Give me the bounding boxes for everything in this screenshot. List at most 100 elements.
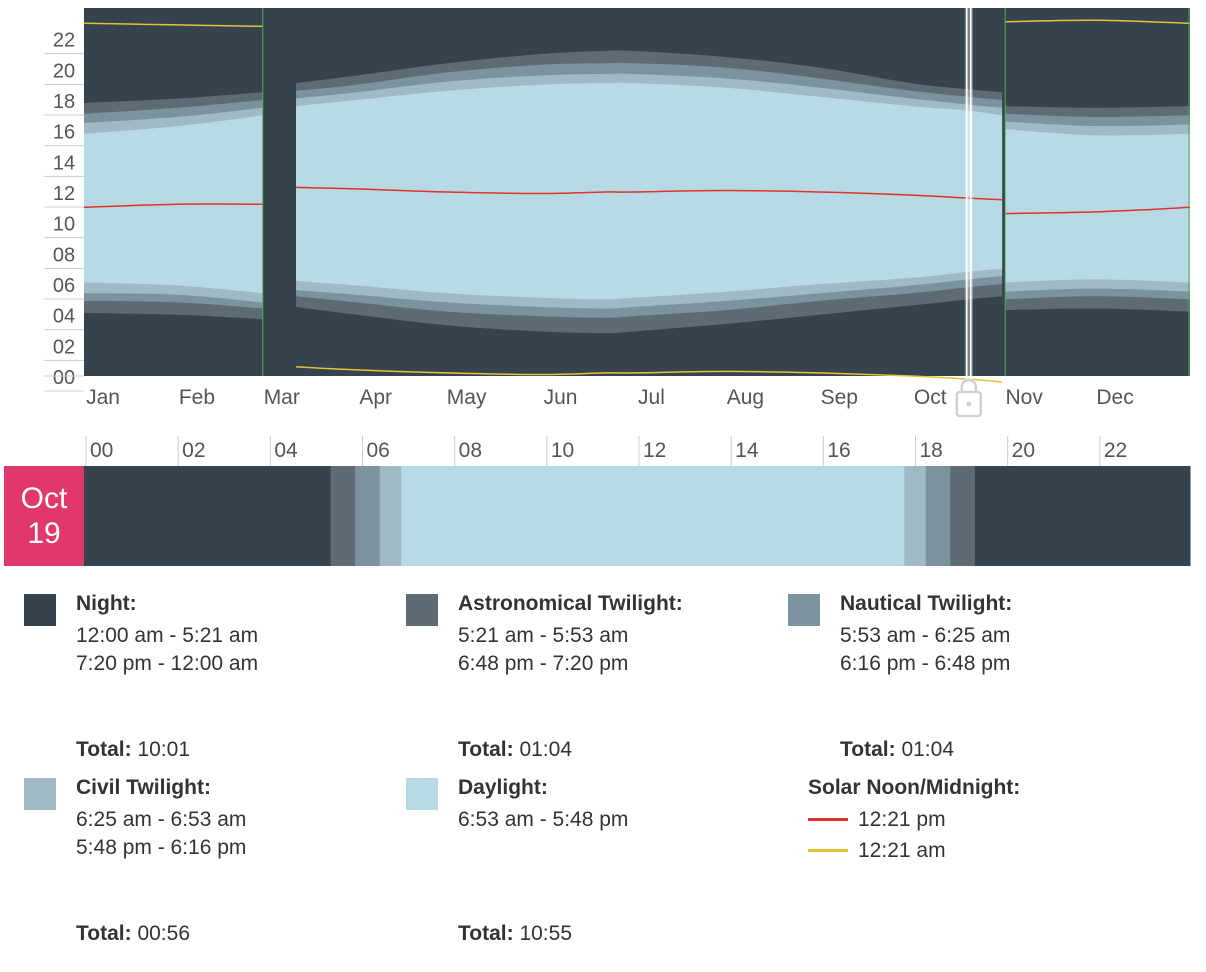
solar-midnight-line-icon — [808, 849, 848, 852]
nautical-total-value: 01:04 — [901, 738, 955, 761]
day-tick-label-10: 10 — [551, 439, 574, 462]
solar-noon-line-1 — [83, 203, 263, 209]
astronomical-swatch — [406, 594, 438, 626]
night-title: Night: — [76, 592, 137, 615]
daylight-swatch — [406, 778, 438, 810]
x-month-label-may: May — [447, 386, 487, 409]
x-month-label-jun: Jun — [544, 386, 578, 409]
day-tick-label-00: 00 — [90, 439, 113, 462]
civil-total-value: 00:56 — [137, 922, 191, 945]
lock-shackle — [960, 378, 978, 392]
legend-solar: Solar Noon/Midnight: 12:21 pm 12:21 am — [808, 776, 1020, 866]
day-segment-nautical-7 — [925, 466, 951, 566]
x-month-label-nov: Nov — [1005, 386, 1043, 409]
day-tick-label-22: 22 — [1104, 439, 1127, 462]
y-tick-label-18: 18 — [53, 91, 75, 113]
x-month-label-jul: Jul — [638, 386, 665, 409]
y-tick-label-14: 14 — [53, 152, 75, 174]
day-tick-label-12: 12 — [643, 439, 666, 462]
x-month-label-mar: Mar — [264, 386, 300, 409]
civil-total: Total: 00:56 — [76, 922, 190, 946]
night-total: Total: 10:01 — [76, 738, 190, 762]
x-month-label-sep: Sep — [821, 386, 858, 409]
astronomical-range-2: 6:48 pm - 7:20 pm — [458, 652, 629, 675]
y-tick-label-20: 20 — [53, 60, 75, 82]
civil-title: Civil Twilight: — [76, 776, 211, 799]
civil-range-1: 6:25 am - 6:53 am — [76, 808, 247, 831]
x-month-label-apr: Apr — [359, 386, 392, 409]
nautical-range-2: 6:16 pm - 6:48 pm — [840, 652, 1011, 675]
civil-range-2: 5:48 pm - 6:16 pm — [76, 836, 247, 859]
y-tick-label-04: 04 — [53, 306, 75, 328]
nautical-total-label: Total: — [840, 738, 896, 761]
night-swatch — [24, 594, 56, 626]
y-tick-label-12: 12 — [53, 183, 75, 205]
y-tick-label-10: 10 — [53, 214, 75, 236]
x-month-label-dec: Dec — [1096, 386, 1133, 409]
day-tick-label-20: 20 — [1012, 439, 1035, 462]
civil-total-label: Total: — [76, 922, 132, 945]
lock-body — [955, 390, 983, 418]
x-month-label-feb: Feb — [179, 386, 215, 409]
night-range-2: 7:20 pm - 12:00 am — [76, 652, 259, 675]
selected-date-day: 19 — [27, 517, 61, 550]
x-month-label-oct: Oct — [914, 386, 947, 409]
day-tick-label-16: 16 — [827, 439, 850, 462]
day-tick-label-08: 08 — [459, 439, 482, 462]
astronomical-total-label: Total: — [458, 738, 514, 761]
solar-noon-row: 12:21 pm — [808, 804, 1020, 835]
solar-noon-line-icon — [808, 818, 848, 821]
solar-noon-line-2 — [296, 186, 1003, 201]
day-hour-axis: 00 02 04 06 08 10 12 14 16 18 20 22 — [85, 436, 1127, 466]
nautical-title: Nautical Twilight: — [840, 592, 1013, 615]
day-segment-night-1 — [84, 466, 332, 566]
day-timeline-strip[interactable] — [0, 466, 1206, 566]
y-tick-label-02: 02 — [53, 336, 75, 358]
solar-title: Solar Noon/Midnight: — [808, 776, 1021, 799]
solar-noon-value: 12:21 pm — [858, 808, 946, 831]
solar-midnight-line-1 — [83, 22, 263, 28]
y-tick-label-08: 08 — [53, 244, 75, 266]
selected-date-month: Oct — [20, 482, 68, 515]
day-tick-label-02: 02 — [182, 439, 205, 462]
day-segment-astronomical-2 — [330, 466, 356, 566]
day-segment-night-9 — [974, 466, 1191, 566]
y-tick-label-00: 00 — [53, 367, 75, 389]
astronomical-title: Astronomical Twilight: — [458, 592, 683, 615]
night-total-label: Total: — [76, 738, 132, 761]
night-range-1: 12:00 am - 5:21 am — [76, 624, 259, 647]
daylight-total: Total: 10:55 — [458, 922, 572, 946]
nautical-range-1: 5:53 am - 6:25 am — [840, 624, 1011, 647]
year-daylight-chart[interactable]: 00 02 04 06 08 10 12 14 16 18 20 22 Jan Feb Mar Apr May J… — [0, 0, 1206, 420]
daylight-title: Daylight: — [458, 776, 548, 799]
night-total-value: 10:01 — [137, 738, 191, 761]
selected-date-badge: Oct 19 — [4, 466, 84, 566]
civil-swatch — [24, 778, 56, 810]
day-segment-nautical-3 — [355, 466, 381, 566]
solar-noon-line-3 — [1005, 206, 1191, 215]
day-tick-label-06: 06 — [367, 439, 390, 462]
lock-icon — [955, 378, 983, 418]
day-segment-daylight-5 — [401, 466, 905, 566]
x-month-label-aug: Aug — [727, 386, 764, 409]
y-tick-label-22: 22 — [53, 30, 75, 52]
x-month-label-jan: Jan — [86, 386, 120, 409]
astronomical-range-1: 5:21 am - 5:53 am — [458, 624, 629, 647]
nautical-swatch — [788, 594, 820, 626]
y-tick-label-16: 16 — [53, 122, 75, 144]
astronomical-total: Total: 01:04 — [458, 738, 572, 762]
day-tick-label-04: 04 — [274, 439, 298, 462]
daylight-range-1: 6:53 am - 5:48 pm — [458, 808, 629, 831]
selected-day-marker-glow — [964, 8, 973, 386]
legend: Night: 12:00 am - 5:21 am 7:20 pm - 12:0… — [0, 580, 1206, 972]
day-tick-label-14: 14 — [735, 439, 759, 462]
nautical-total: Total: 01:04 — [840, 738, 954, 762]
y-tick-label-06: 06 — [53, 275, 75, 297]
solar-midnight-value: 12:21 am — [858, 839, 946, 862]
solar-midnight-row: 12:21 am — [808, 835, 1020, 866]
day-segment-civil-4 — [379, 466, 402, 566]
astronomical-total-value: 01:04 — [519, 738, 573, 761]
daylight-total-value: 10:55 — [519, 922, 573, 945]
daylight-band-3 — [1005, 129, 1190, 283]
daylight-total-label: Total: — [458, 922, 514, 945]
